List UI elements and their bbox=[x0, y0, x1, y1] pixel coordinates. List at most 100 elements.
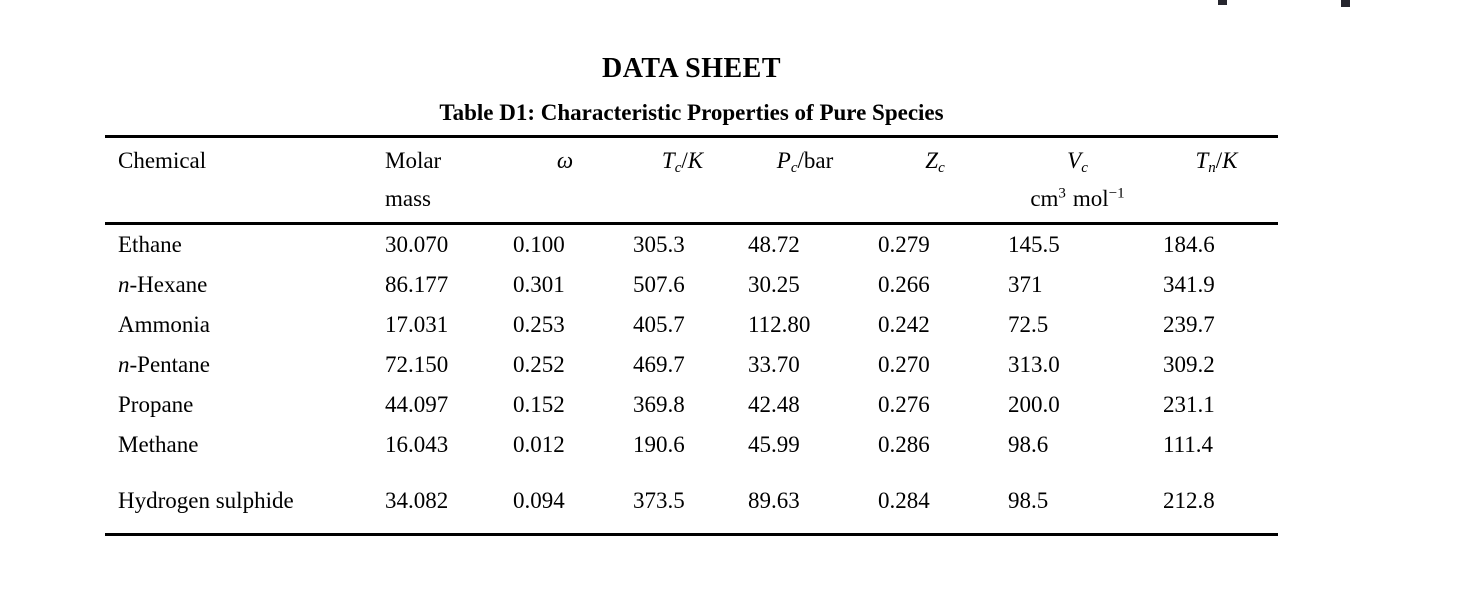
omega-cell: 0.152 bbox=[513, 392, 565, 417]
chemical-header-label: Chemical bbox=[118, 148, 207, 173]
col-header-pc: Pc/bar bbox=[740, 136, 870, 225]
tn-cell: 212.8 bbox=[1163, 488, 1215, 513]
zc-cell: 0.266 bbox=[878, 272, 930, 297]
cropped-bracket-fragment-right bbox=[1341, 0, 1350, 7]
molar-mass-cell: 30.070 bbox=[385, 232, 449, 257]
molar-mass-cell: 86.177 bbox=[385, 272, 449, 297]
tc-cell: 405.7 bbox=[633, 312, 685, 337]
vc-subscript: c bbox=[1081, 160, 1088, 176]
table-header-row: Chemical Molar mass ω Tc/K Pc/bar Zc bbox=[105, 136, 1278, 225]
pc-cell: 45.99 bbox=[748, 432, 800, 457]
molar-mass-cell: 17.031 bbox=[385, 312, 449, 337]
tc-cell: 507.6 bbox=[633, 272, 685, 297]
chemical-name: Propane bbox=[118, 392, 194, 417]
vc-unit-cm-exponent: 3 bbox=[1058, 185, 1066, 202]
vc-unit-mol-exponent: −1 bbox=[1108, 185, 1125, 202]
col-header-tn: Tn/K bbox=[1155, 136, 1278, 225]
chemical-name-cell: Methane bbox=[105, 425, 370, 465]
pc-unit: bar bbox=[803, 148, 834, 173]
molar-mass-cell: 44.097 bbox=[385, 392, 449, 417]
zc-cell: 0.284 bbox=[878, 488, 930, 513]
tn-unit: K bbox=[1222, 148, 1238, 173]
vc-cell: 98.6 bbox=[1008, 432, 1049, 457]
col-header-omega: ω bbox=[505, 136, 625, 225]
pc-subscript: c bbox=[790, 160, 798, 176]
omega-cell: 0.252 bbox=[513, 352, 565, 377]
chemical-prefix: n bbox=[118, 272, 130, 297]
document-body: DATA SHEET Table D1: Characteristic Prop… bbox=[105, 0, 1278, 536]
table-row-n-hexane: n-Hexane 86.177 0.301 507.6 30.25 0.266 … bbox=[105, 265, 1278, 305]
chemical-name: Ammonia bbox=[118, 312, 210, 337]
tn-slash: / bbox=[1215, 148, 1223, 173]
vc-cell: 98.5 bbox=[1008, 488, 1049, 513]
col-header-molar-mass: Molar mass bbox=[370, 136, 505, 225]
col-header-zc: Zc bbox=[870, 136, 1000, 225]
zc-subscript: c bbox=[938, 160, 945, 176]
pc-cell: 42.48 bbox=[748, 392, 800, 417]
vc-cell: 371 bbox=[1008, 272, 1043, 297]
vc-cell: 313.0 bbox=[1008, 352, 1060, 377]
zc-cell: 0.270 bbox=[878, 352, 930, 377]
omega-cell: 0.094 bbox=[513, 488, 565, 513]
vc-symbol: V bbox=[1067, 148, 1082, 173]
chemical-name-cell: n-Hexane bbox=[105, 265, 370, 305]
zc-symbol: Z bbox=[925, 148, 939, 173]
zc-cell: 0.286 bbox=[878, 432, 930, 457]
molar-mass-cell: 72.150 bbox=[385, 352, 449, 377]
pc-cell: 33.70 bbox=[748, 352, 800, 377]
tn-cell: 111.4 bbox=[1163, 432, 1214, 457]
chemical-name: Ethane bbox=[118, 232, 182, 257]
properties-table: Chemical Molar mass ω Tc/K Pc/bar Zc bbox=[105, 135, 1278, 536]
omega-cell: 0.301 bbox=[513, 272, 565, 297]
table-row-methane: Methane 16.043 0.012 190.6 45.99 0.286 9… bbox=[105, 425, 1278, 465]
tc-subscript: c bbox=[674, 160, 682, 176]
pc-symbol: P bbox=[776, 148, 791, 173]
page-title: DATA SHEET bbox=[601, 53, 781, 84]
pc-cell: 48.72 bbox=[748, 232, 800, 257]
chemical-name-cell: n-Pentane bbox=[105, 345, 370, 385]
chemical-name: Methane bbox=[118, 432, 199, 457]
cropped-bracket-fragment-left bbox=[1218, 0, 1227, 5]
vc-cell: 145.5 bbox=[1008, 232, 1060, 257]
tc-symbol: T bbox=[661, 148, 675, 173]
chemical-name: -Hexane bbox=[129, 272, 208, 297]
table-caption: Table D1: Characteristic Properties of P… bbox=[439, 100, 944, 125]
tc-unit: K bbox=[687, 148, 704, 173]
tn-symbol: T bbox=[1195, 148, 1209, 173]
table-row-ethane: Ethane 30.070 0.100 305.3 48.72 0.279 14… bbox=[105, 224, 1278, 266]
vc-unit-mol: mol bbox=[1072, 186, 1109, 211]
tc-cell: 373.5 bbox=[633, 488, 685, 513]
chemical-name-cell: Ethane bbox=[105, 224, 370, 266]
table-row-hydrogen-sulphide: Hydrogen sulphide 34.082 0.094 373.5 89.… bbox=[105, 465, 1278, 535]
vc-cell: 72.5 bbox=[1008, 312, 1049, 337]
tn-cell: 309.2 bbox=[1163, 352, 1215, 377]
chemical-name: Hydrogen sulphide bbox=[118, 488, 294, 513]
pc-cell: 30.25 bbox=[748, 272, 800, 297]
tn-subscript: n bbox=[1208, 160, 1216, 176]
col-header-chemical: Chemical bbox=[105, 136, 370, 225]
zc-cell: 0.279 bbox=[878, 232, 930, 257]
tn-cell: 184.6 bbox=[1163, 232, 1215, 257]
table-row-ammonia: Ammonia 17.031 0.253 405.7 112.80 0.242 … bbox=[105, 305, 1278, 345]
molar-mass-line2: mass bbox=[385, 186, 431, 211]
tc-slash: / bbox=[681, 148, 688, 173]
tn-cell: 231.1 bbox=[1163, 392, 1215, 417]
tc-cell: 469.7 bbox=[633, 352, 685, 377]
omega-cell: 0.253 bbox=[513, 312, 565, 337]
table-row-propane: Propane 44.097 0.152 369.8 42.48 0.276 2… bbox=[105, 385, 1278, 425]
molar-mass-line1: Molar bbox=[385, 148, 442, 173]
tn-cell: 239.7 bbox=[1163, 312, 1215, 337]
pc-slash: / bbox=[797, 148, 804, 173]
zc-cell: 0.276 bbox=[878, 392, 930, 417]
molar-mass-cell: 34.082 bbox=[385, 488, 449, 513]
tn-cell: 341.9 bbox=[1163, 272, 1215, 297]
molar-mass-cell: 16.043 bbox=[385, 432, 449, 457]
table-body: Ethane 30.070 0.100 305.3 48.72 0.279 14… bbox=[105, 224, 1278, 535]
col-header-vc: Vc cm3 mol−1 bbox=[1000, 136, 1155, 225]
chemical-name-cell: Ammonia bbox=[105, 305, 370, 345]
table-row-n-pentane: n-Pentane 72.150 0.252 469.7 33.70 0.270… bbox=[105, 345, 1278, 385]
chemical-name-cell: Propane bbox=[105, 385, 370, 425]
vc-unit-cm: cm bbox=[1030, 186, 1059, 211]
tc-cell: 369.8 bbox=[633, 392, 685, 417]
chemical-name: -Pentane bbox=[129, 352, 210, 377]
